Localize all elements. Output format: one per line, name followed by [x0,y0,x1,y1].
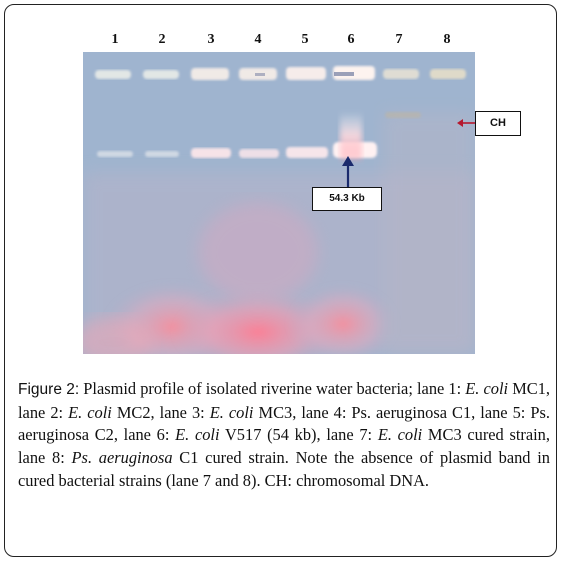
gel-drawing [83,52,475,354]
caption-text: MC3, lane 4: Ps. aeruginosa C1, lane 5: … [18,402,550,445]
caption-italic: E. coli [68,402,112,422]
lane-number-7: 7 [395,32,403,47]
ch-label-box: CH [475,111,521,136]
lane-number-2: 2 [158,32,166,47]
caption-italic: Ps. aeruginosa [71,448,173,468]
caption-text: C1 cured strain. Note the absence of pla… [18,448,550,490]
lane-number-5: 5 [301,32,309,47]
caption-text: MC3 cured strain, lane 8: [18,425,550,468]
gel-image [83,52,475,354]
ch-arrow [457,119,475,127]
figure-label: Figure 2: [18,381,80,398]
caption-text: MC1, lane 2: [18,379,551,422]
lane-number-6: 6 [347,32,355,47]
kb-arrow [342,156,354,187]
lane-number-3: 3 [207,32,215,47]
caption-text: MC2, lane 3: [111,402,210,422]
lane-number-4: 4 [254,32,262,47]
caption-italic: E. coli [377,425,423,445]
caption-text: V517 (54 kb), lane 7: [219,425,378,445]
band-row [97,112,421,160]
lane-number-8: 8 [443,32,451,47]
kb-label-box: 54.3 Kb [312,187,382,211]
caption-text: Plasmid profile of isolated riverine wat… [79,379,466,398]
caption-italic: E. coli [209,402,254,422]
figure-caption: Figure 2: Plasmid profile of isolated ri… [18,378,550,493]
lane-number-1: 1 [111,32,119,47]
pink-smear [288,284,398,354]
caption-italic: E. coli [465,379,509,398]
figure-frame [4,4,557,557]
wells-row [95,66,466,80]
lane-number-row: 1 2 3 4 5 6 7 8 [0,32,565,50]
caption-italic: E. coli [175,425,220,445]
